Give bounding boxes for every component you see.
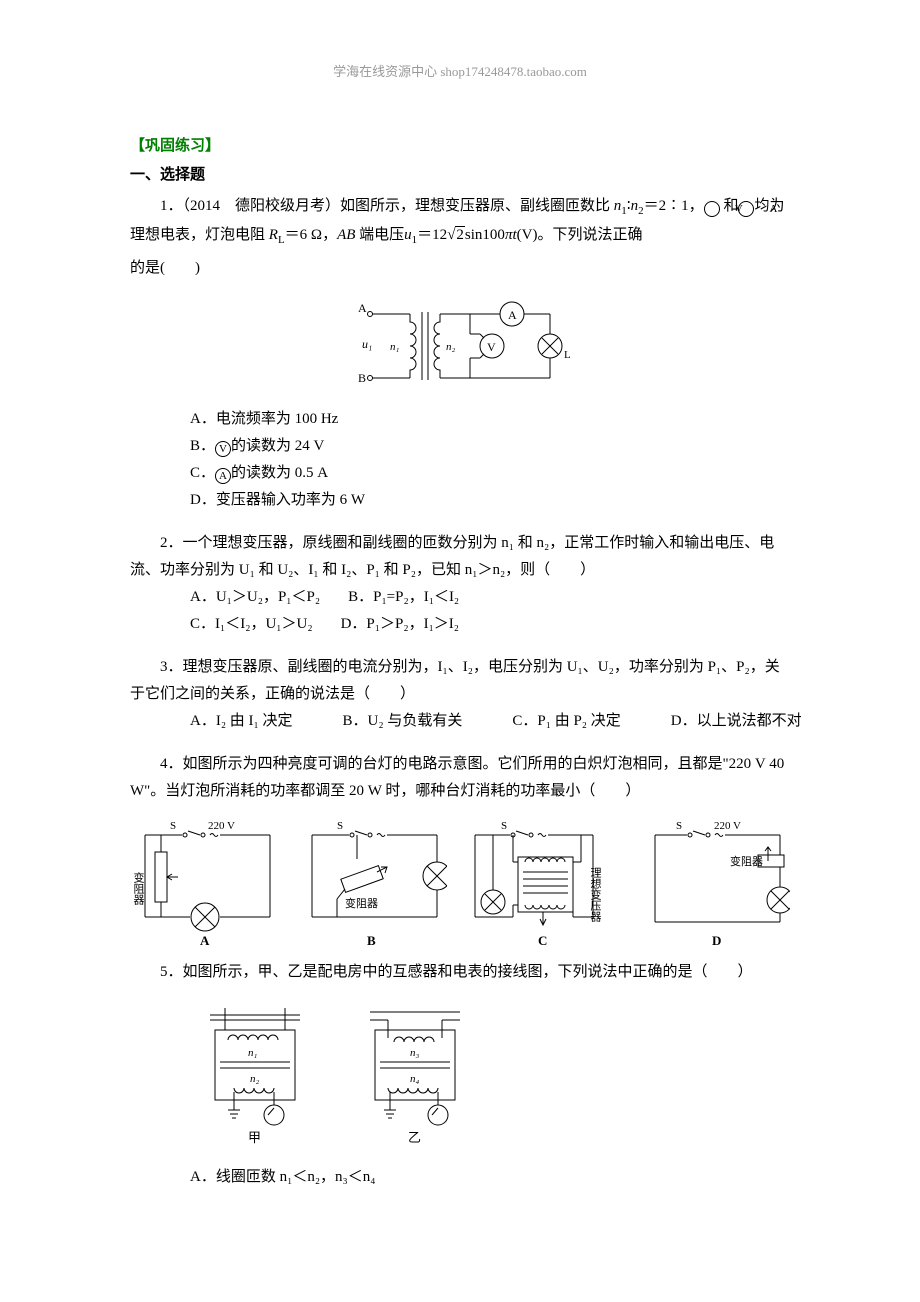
q1-circuit-diagram: A B u₁ n₁ n₂ A L V (130, 294, 790, 394)
svg-text:乙: 乙 (408, 1130, 421, 1145)
q2-optB: B．P₁=P₂，I₁＜I₂ (348, 584, 459, 611)
question-4: 4．如图所示为四种亮度可调的台灯的电路示意图。它们所用的白炽灯泡相同，且都是"2… (130, 751, 790, 805)
svg-text:D: D (712, 933, 721, 947)
question-1: 1．（2014 德阳校级月考）如图所示，理想变压器原、副线圈匝数比 n1∶n2＝… (130, 193, 790, 251)
q1-optD: D．变压器输入功率为 6 W (190, 487, 790, 514)
lamp-label: L (564, 349, 570, 361)
q2-optC: C．I₁＜I₂，U₁＞U₂ (190, 611, 313, 638)
q5-circuits: n₁ n₂ 甲 n₃ n₄ 乙 (190, 1000, 790, 1150)
svg-text:n₂: n₂ (250, 1073, 260, 1085)
voltmeter-icon: V (704, 201, 720, 217)
svg-text:n₃: n₃ (410, 1047, 420, 1059)
svg-text:A: A (200, 933, 210, 947)
question-2: 2．一个理想变压器，原线圈和副线圈的匝数分别为 n₁ 和 n₂，正常工作时输入和… (130, 530, 790, 584)
circuit-C: S 理想变压器 C (463, 817, 623, 947)
ammeter-label: A (508, 308, 517, 322)
circuit-yi: n₃ n₄ 乙 (350, 1000, 480, 1150)
label-n1: n₁ (390, 341, 400, 353)
q2-options-row1: A．U₁＞U₂，P₁＜P₂ B．P₁=P₂，I₁＜I₂ (190, 584, 790, 611)
svg-text:S: S (170, 820, 176, 832)
q4-circuits: S 220 V 变阻器 A S (130, 817, 790, 947)
q1-optC: C．A的读数为 0.5 A (190, 460, 790, 487)
label-B: B (358, 371, 366, 385)
circuit-B: S 变阻器 B (297, 817, 447, 947)
q1-tail: 的是( ) (130, 255, 790, 282)
q1-optA: A．电流频率为 100 Hz (190, 406, 790, 433)
svg-text:n₄: n₄ (410, 1073, 420, 1085)
subsection-title: 一、选择题 (130, 162, 790, 189)
q3-optA: A．I₂ 由 I₁ 决定 (190, 708, 293, 735)
svg-text:220 V: 220 V (714, 820, 741, 832)
svg-text:甲: 甲 (248, 1130, 261, 1145)
circuit-A: S 220 V 变阻器 A (130, 817, 280, 947)
circuit-jia: n₁ n₂ 甲 (190, 1000, 320, 1150)
q2-optA: A．U₁＞U₂，P₁＜P₂ (190, 584, 320, 611)
svg-text:220 V: 220 V (208, 820, 235, 832)
question-3: 3．理想变压器原、副线圈的电流分别为，I₁、I₂，电压分别为 U₁、U₂，功率分… (130, 654, 790, 708)
svg-text:变阻器: 变阻器 (345, 896, 378, 910)
svg-text:S: S (337, 820, 343, 832)
svg-text:B: B (367, 933, 376, 947)
q1-text: 1．（2014 德阳校级月考）如图所示，理想变压器原、副线圈匝数比 n1∶n2＝… (130, 198, 784, 243)
voltmeter-icon: V (215, 441, 231, 457)
svg-text:S: S (501, 820, 507, 832)
q3-optD: D．以上说法都不对 (671, 708, 802, 735)
section-title: 【巩固练习】 (130, 133, 790, 160)
ammeter-icon: A (215, 468, 231, 484)
q2-options-row2: C．I₁＜I₂，U₁＞U₂ D．P₁＞P₂，I₁＞I₂ (190, 611, 790, 638)
ammeter-icon: A (738, 201, 754, 217)
circuit-D: S 220 V 变阻器 D (640, 817, 790, 947)
svg-text:理想变压器: 理想变压器 (589, 867, 602, 923)
question-5: 5．如图所示，甲、乙是配电房中的互感器和电表的接线图，下列说法中正确的是（ ） (130, 959, 790, 986)
svg-text:变阻器: 变阻器 (730, 854, 763, 868)
q5-optA: A．线圈匝数 n₁＜n₂，n₃＜n₄ (190, 1164, 790, 1191)
page-header: 学海在线资源中心 shop174248478.taobao.com (130, 60, 790, 83)
label-u1: u₁ (362, 337, 372, 351)
label-n2: n₂ (446, 341, 456, 353)
svg-text:S: S (676, 820, 682, 832)
q2-optD: D．P₁＞P₂，I₁＞I₂ (341, 611, 459, 638)
q3-optB: B．U₂ 与负载有关 (343, 708, 463, 735)
q1-optB: B．V的读数为 24 V (190, 433, 790, 460)
svg-text:C: C (538, 933, 547, 947)
svg-text:n₁: n₁ (248, 1047, 258, 1059)
voltmeter-label: V (487, 340, 496, 354)
label-A: A (358, 301, 367, 315)
q3-options: A．I₂ 由 I₁ 决定 B．U₂ 与负载有关 C．P₁ 由 P₂ 决定 D．以… (190, 708, 790, 735)
q3-optC: C．P₁ 由 P₂ 决定 (512, 708, 620, 735)
svg-text:变阻器: 变阻器 (132, 871, 145, 906)
